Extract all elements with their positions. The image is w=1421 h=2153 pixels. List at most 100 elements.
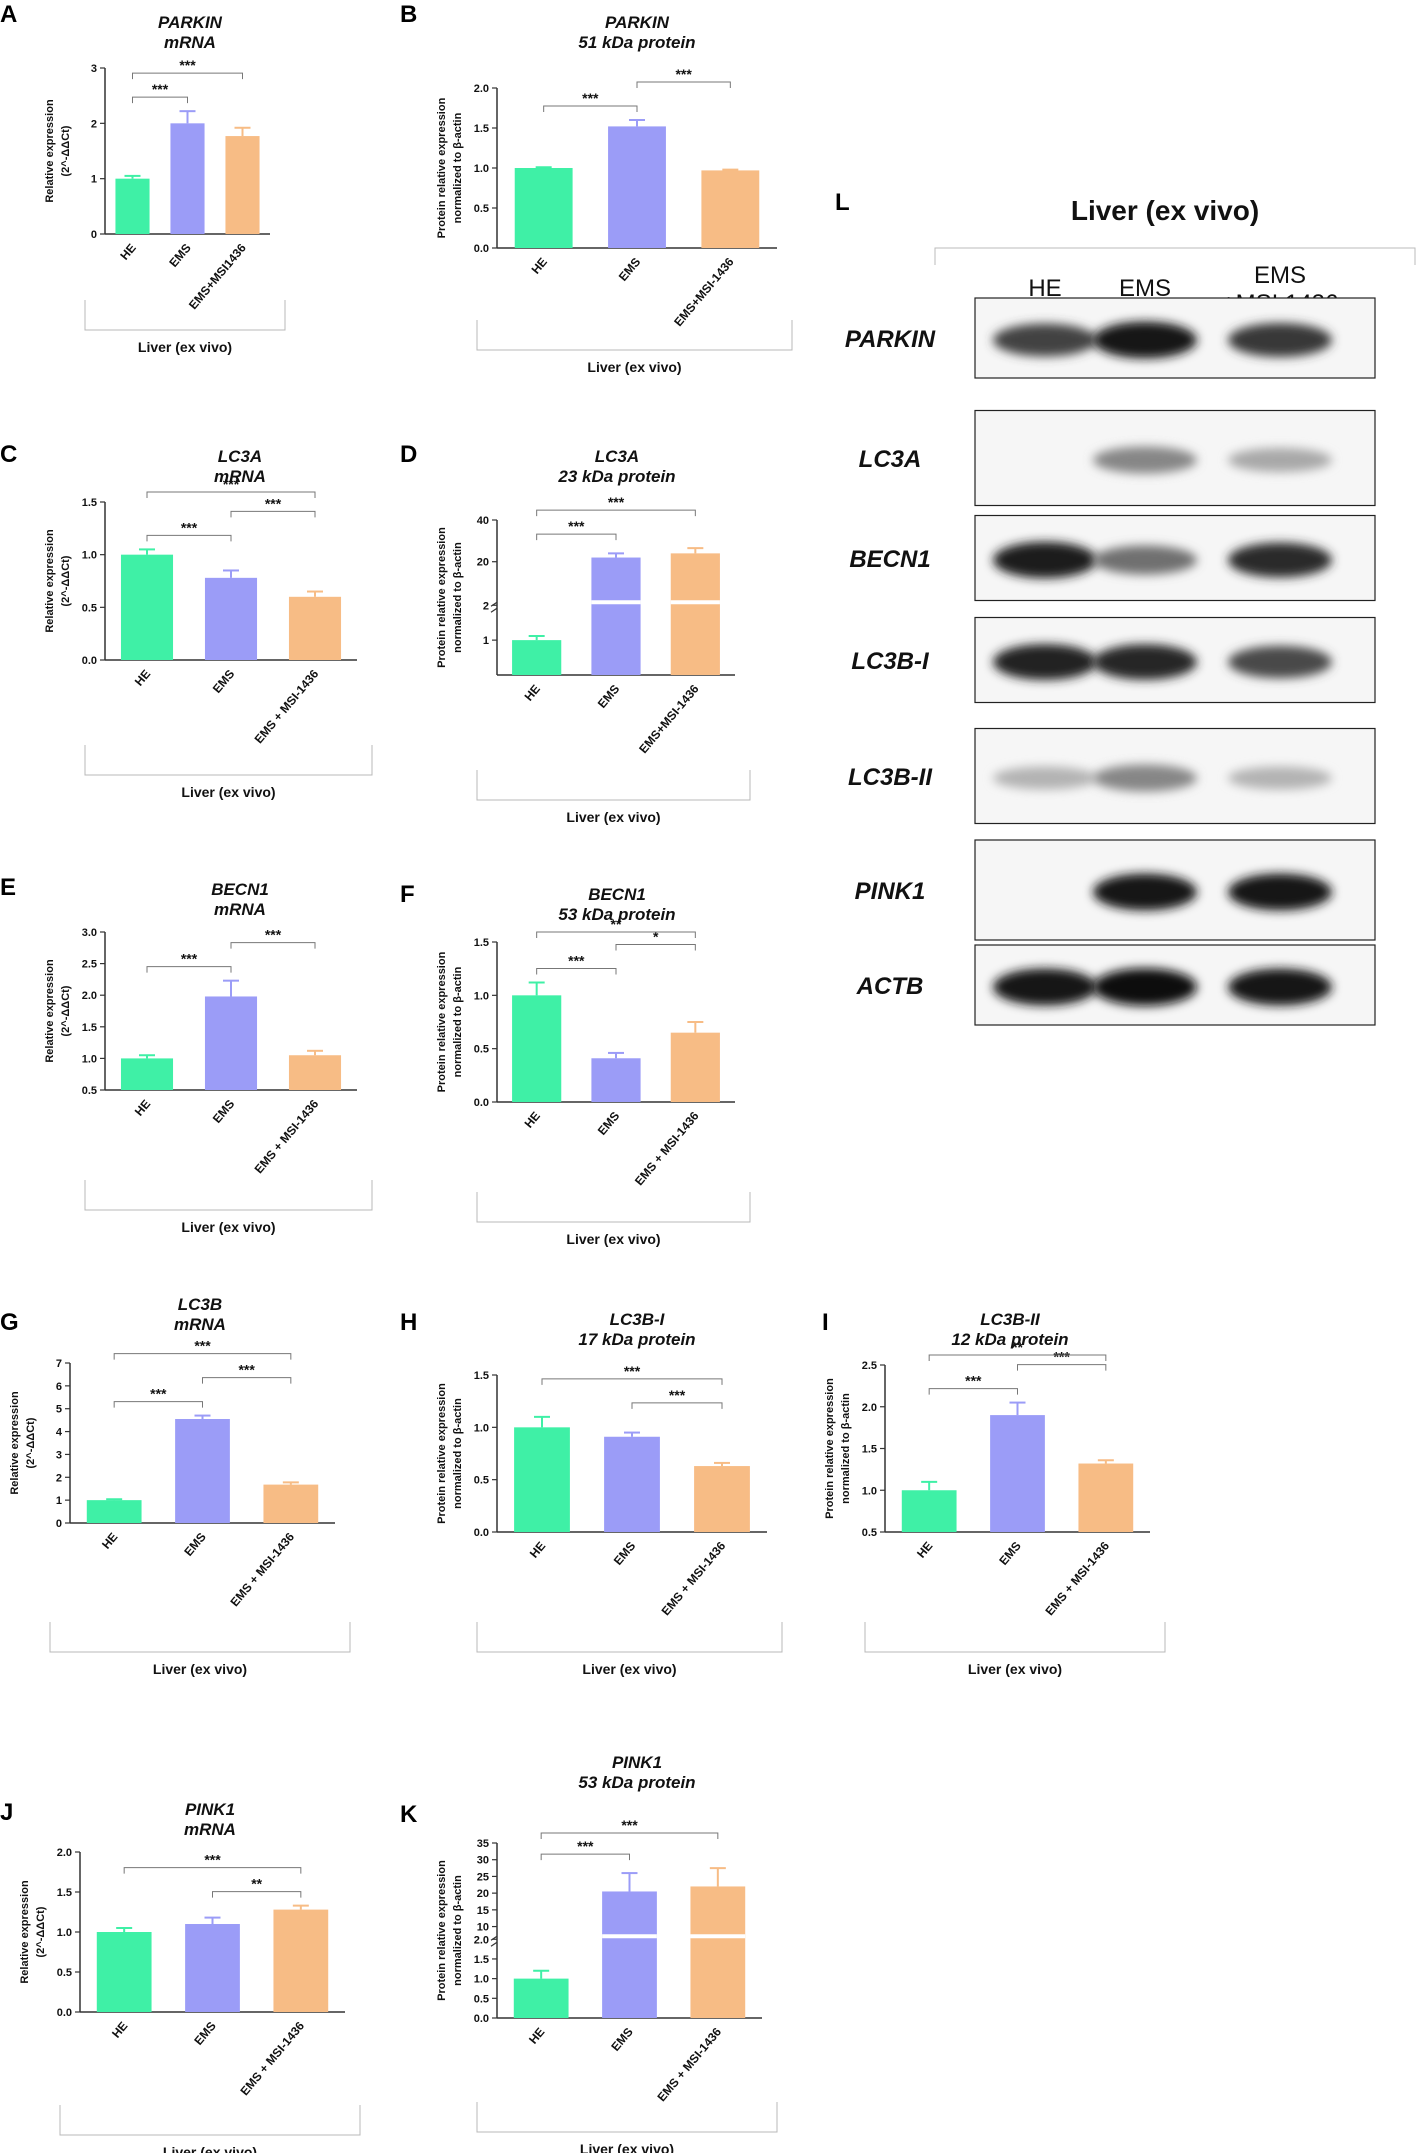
blot-gene-label: LC3A [859, 446, 922, 473]
significance-bracket [536, 533, 617, 541]
significance-bracket [146, 534, 232, 542]
significance-label: *** [223, 476, 240, 492]
chart-title: PINK1 [612, 1753, 662, 1772]
bar-0 [96, 1932, 152, 2012]
y-tick-label: 0.5 [474, 1475, 489, 1487]
blot-row-lc3b-ii: LC3B-II [848, 727, 1376, 825]
blot-row-actb: ACTB [856, 944, 1376, 1026]
bar-2 [701, 170, 760, 248]
category-label: EMS + MSI-1436 [632, 1109, 702, 1188]
chart-title: LC3B-I [610, 1310, 666, 1329]
bar-1 [604, 1436, 660, 1532]
significance-bracket [928, 1388, 1018, 1395]
significance-label: *** [568, 518, 585, 534]
y-tick-label: 3 [56, 1449, 62, 1461]
bar-1 [591, 557, 641, 675]
y-axis-label-unit: (2^-ΔΔCt) [25, 1417, 37, 1468]
bar-1 [175, 1419, 230, 1523]
y-axis-label: Relative expression [19, 1880, 31, 1984]
significance-label: *** [150, 1386, 167, 1402]
significance-label: ** [251, 1876, 262, 1892]
significance-bracket [113, 1401, 203, 1408]
significance-bracket [202, 1377, 292, 1384]
bar-0 [115, 178, 150, 234]
blot-gene-label: LC3B-II [848, 764, 933, 791]
panel-letter: C [0, 441, 17, 468]
significance-label: *** [265, 927, 282, 943]
significance-label: * [653, 929, 659, 945]
chart-subtitle: mRNA [214, 900, 266, 919]
category-label: EMS [210, 1097, 237, 1126]
group-label: Liver (ex vivo) [181, 784, 275, 800]
significance-label: *** [265, 495, 282, 511]
chart-subtitle: 23 kDa protein [557, 467, 675, 486]
y-tick-label: 1 [91, 174, 97, 186]
category-label: HE [527, 1539, 548, 1561]
group-bracket [476, 770, 751, 801]
y-tick-label: 1.0 [82, 550, 97, 562]
bar-0 [120, 554, 174, 660]
bar-0 [120, 1058, 174, 1090]
y-tick-label: 1.5 [82, 1022, 97, 1034]
y-tick-label: 0.5 [862, 1527, 877, 1539]
y-tick-label: 0.0 [474, 243, 489, 255]
significance-bracket [230, 510, 316, 518]
y-tick-label: 3.0 [82, 927, 97, 939]
lane-label-msi-1: EMS [1254, 262, 1306, 289]
y-axis-label: Relative expression [9, 1391, 21, 1495]
bar-0 [512, 995, 562, 1102]
blot-band [1228, 542, 1332, 578]
blot-gene-label: BECN1 [849, 546, 930, 573]
y-axis-label: Protein relative expression [436, 1860, 448, 2001]
y-axis-label: Relative expression [44, 529, 56, 633]
category-label: EMS + MSI-1436 [654, 2025, 724, 2104]
significance-bracket [636, 81, 731, 88]
y-tick-label: 0.5 [57, 1967, 72, 1979]
blot-band [1228, 448, 1332, 472]
y-tick-label: 0 [91, 229, 97, 241]
y-tick-label: 2.0 [474, 83, 489, 95]
chart-subtitle: 51 kDa protein [578, 33, 695, 52]
panel-letter: F [400, 881, 415, 908]
significance-label: *** [608, 494, 625, 510]
chart-subtitle: mRNA [164, 33, 216, 52]
significance-bracket [536, 509, 696, 517]
y-tick-label: 0 [56, 1518, 62, 1530]
panel-letter: B [400, 1, 417, 28]
y-tick-label: 0.0 [474, 1527, 489, 1539]
y-axis-label: Protein relative expression [436, 527, 448, 668]
group-label: Liver (ex vivo) [968, 1661, 1062, 1677]
significance-label: *** [204, 1852, 221, 1868]
category-label: EMS [616, 255, 643, 284]
group-bracket [84, 1180, 373, 1211]
bar-0 [86, 1500, 142, 1523]
blot-band [993, 766, 1097, 790]
bar-2 [225, 136, 260, 234]
y-tick-label: 0.0 [57, 2007, 72, 2019]
blot-group-bracket [934, 247, 1416, 265]
y-tick-label: 1.5 [474, 123, 489, 135]
panel-letter: A [0, 1, 17, 28]
y-tick-label: 2 [91, 118, 97, 130]
y-tick-label: 1.0 [474, 1974, 489, 1986]
y-axis-label-unit: normalized to β-actin [840, 1393, 852, 1504]
y-axis-label-unit: (2^-ΔΔCt) [60, 125, 72, 176]
significance-bracket [113, 1353, 292, 1360]
category-label: HE [522, 682, 543, 704]
bar-break-gap [670, 600, 720, 605]
chart-title: PARKIN [158, 13, 223, 32]
category-label: EMS + MSI-1436 [252, 1097, 322, 1176]
y-axis-label: Relative expression [44, 959, 56, 1063]
y-tick-label: 20 [477, 1888, 489, 1900]
group-bracket [476, 1622, 783, 1653]
category-label: EMS + MSI-1436 [237, 2019, 307, 2098]
blot-gene-label: LC3B-I [851, 648, 930, 675]
blot-band [1228, 645, 1332, 679]
y-tick-label: 0.5 [82, 602, 97, 614]
blot-gene-label: PINK1 [855, 878, 926, 905]
blot-band [993, 968, 1097, 1006]
significance-bracket [1017, 1364, 1107, 1371]
bar-2 [288, 1055, 342, 1090]
category-label: EMS+MSI-1436 [636, 682, 702, 756]
